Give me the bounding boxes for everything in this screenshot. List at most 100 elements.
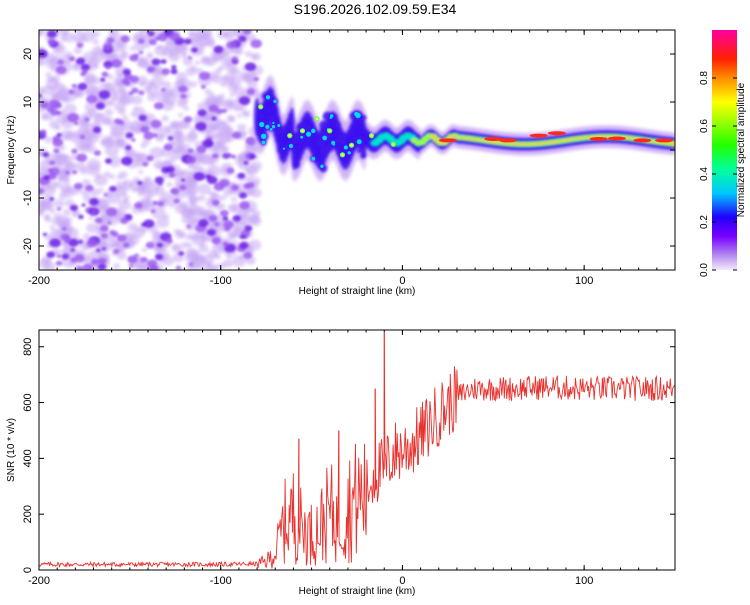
noise-blob-dark [134, 202, 143, 209]
noise-blob-dark [108, 185, 117, 192]
noise-blob-light [219, 203, 226, 209]
turbulent-cyan [272, 121, 275, 125]
turbulent-blob [290, 147, 297, 153]
turbulent-blob [329, 133, 334, 138]
noise-blob-dark [193, 172, 205, 181]
noise-blob-light [86, 144, 97, 153]
bright-dot-center [350, 143, 353, 147]
noise-blob-dark [39, 187, 45, 195]
noise-blob-light [191, 196, 200, 203]
noise-blob-light [151, 230, 163, 240]
turbulent-blob [324, 146, 329, 151]
turbulent-blob [336, 134, 347, 144]
noise-blob-light [69, 131, 84, 144]
noise-blob-light [203, 35, 215, 45]
noise-blob-dark [131, 87, 139, 94]
noise-blob-dark [143, 131, 154, 140]
snr-xtick-label: 0 [399, 575, 405, 587]
noise-blob-light [181, 241, 189, 249]
noise-blob-light [178, 112, 184, 118]
snr-plot [39, 332, 675, 569]
noise-blob-dark [191, 47, 198, 53]
turbulent-blob [283, 123, 288, 128]
noise-blob-dark [81, 203, 86, 207]
noise-blob-dark [188, 262, 194, 267]
snr-ytick-label: 400 [22, 449, 34, 467]
turbulent-cyan [354, 111, 359, 117]
noise-blob-dark [43, 175, 50, 181]
noise-blob-dark [97, 263, 107, 270]
heatmap-xtick-label: -100 [210, 275, 232, 287]
noise-blob-light [183, 106, 190, 111]
noise-blob-dark [63, 235, 71, 242]
noise-blob-dark [222, 241, 229, 247]
noise-blob-dark [200, 84, 206, 89]
noise-blob-light [230, 67, 241, 77]
noise-blob-dark [243, 161, 249, 165]
noise-blob-light [221, 59, 232, 69]
noise-blob-light [166, 181, 173, 187]
noise-blob-dark [76, 42, 84, 48]
noise-blob-light [64, 199, 75, 207]
noise-blob-dark [154, 253, 164, 260]
noise-blob-light [222, 74, 235, 85]
noise-blob-dark [61, 253, 70, 260]
snr-line [39, 332, 675, 569]
noise-blob-light [133, 187, 139, 193]
turbulent-blob [292, 134, 302, 144]
noise-blob-light [113, 138, 126, 149]
noise-blob-dark [173, 198, 181, 204]
turbulent-cyan [310, 128, 316, 134]
noise-blob-light [147, 93, 157, 102]
noise-blob-dark [80, 71, 86, 77]
noise-blob-light [49, 120, 60, 129]
noise-blob-light [175, 78, 186, 87]
noise-blob-light [242, 111, 249, 116]
noise-blob-light [58, 86, 70, 95]
noise-blob-dark [125, 145, 132, 151]
noise-blob-light [213, 96, 226, 107]
noise-blob-dark [140, 125, 150, 133]
noise-blob-light [102, 118, 112, 126]
noise-blob-light [236, 113, 243, 118]
hot-spot-red [655, 138, 674, 143]
noise-blob-light [224, 98, 235, 107]
noise-blob-light [129, 46, 135, 51]
noise-blob-dark [121, 156, 133, 166]
turbulent-blob [292, 160, 301, 169]
noise-blob-dark [105, 65, 111, 70]
noise-blob-light [104, 144, 119, 157]
noise-blob-light [171, 243, 183, 253]
noise-blob-dark [98, 257, 107, 265]
noise-blob-light [188, 30, 198, 39]
noise-blob-dark [246, 182, 255, 189]
noise-blob-dark [121, 78, 130, 85]
noise-blob-dark [202, 139, 214, 148]
noise-blob-light [247, 175, 254, 181]
noise-blob-light [143, 85, 152, 93]
noise-blob-dark [99, 77, 106, 82]
noise-blob-dark [130, 138, 136, 142]
noise-blob-dark [128, 264, 134, 268]
noise-blob-dark [231, 56, 238, 62]
noise-blob-light [150, 76, 164, 88]
noise-blob-light [53, 199, 65, 209]
colorbar-label: Normalized spectral amplitude [736, 82, 747, 217]
noise-blob-dark [105, 207, 118, 217]
noise-blob-dark [93, 150, 102, 156]
core-yellow [669, 141, 675, 146]
noise-blob-light [186, 242, 193, 248]
noise-blob-light [62, 209, 71, 216]
noise-blob-light [113, 40, 128, 53]
noise-blob-light [154, 186, 165, 195]
noise-blob-dark [180, 178, 186, 182]
noise-blob-light [211, 143, 221, 151]
noise-blob-dark [243, 252, 253, 259]
noise-blob-dark [150, 209, 156, 214]
noise-blob-light [249, 208, 255, 213]
noise-blob-dark [40, 101, 49, 109]
noise-blob-dark [211, 237, 221, 245]
turbulent-blob [279, 127, 286, 134]
noise-blob-dark [112, 231, 119, 237]
noise-blob-dark [222, 216, 229, 221]
